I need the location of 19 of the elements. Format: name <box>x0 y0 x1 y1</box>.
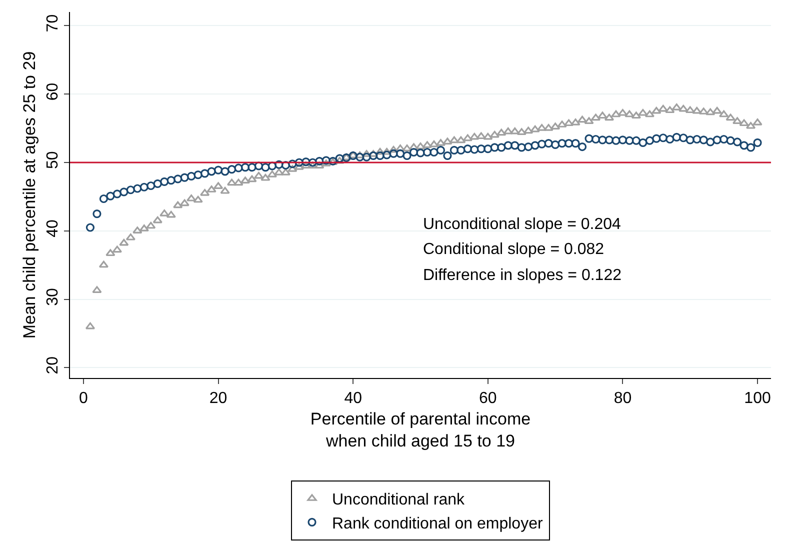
legend-label: Unconditional rank <box>332 492 466 509</box>
y-tick-label: 60 <box>44 82 62 101</box>
y-tick-label: 50 <box>44 151 62 169</box>
x-tick-label: 100 <box>744 390 771 408</box>
y-axis-title: Mean child percentile at ages 25 to 29 <box>20 51 40 339</box>
x-tick-label: 60 <box>479 390 497 408</box>
annotation: Difference in slopes = 0.122 <box>423 267 622 284</box>
x-tick-label: 80 <box>614 390 632 408</box>
x-tick-label: 20 <box>209 390 228 408</box>
annotation: Conditional slope = 0.082 <box>423 241 604 258</box>
y-tick-label: 20 <box>44 356 62 374</box>
legend-label: Rank conditional on employer <box>332 515 544 532</box>
y-tick-label: 40 <box>44 220 62 238</box>
y-tick-label: 30 <box>44 288 62 306</box>
x-tick-label: 0 <box>79 390 88 408</box>
y-tick-label: 70 <box>44 14 62 32</box>
x-axis-title: Percentile of parental income when child aged 15 to 19 <box>310 410 531 451</box>
annotation: Unconditional slope = 0.204 <box>423 216 622 233</box>
x-tick-label: 40 <box>344 390 362 408</box>
